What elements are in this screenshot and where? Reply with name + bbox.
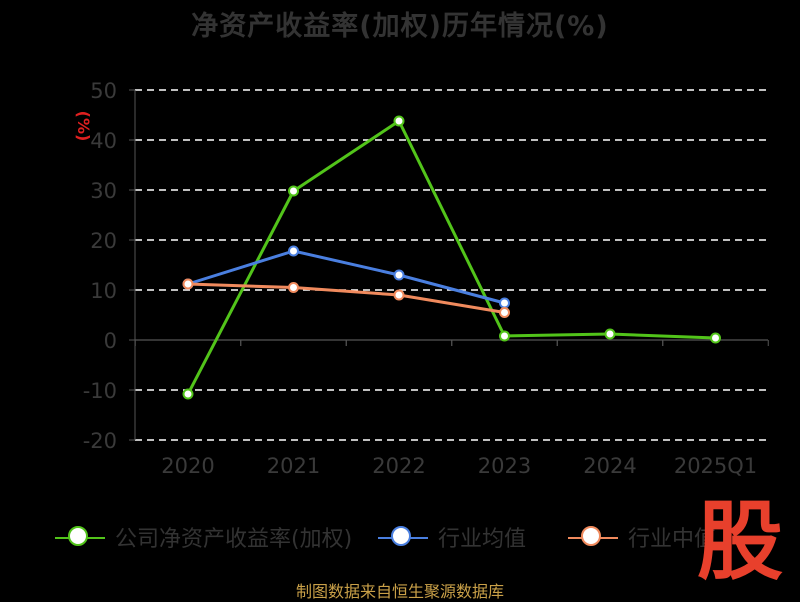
- series-2: [182, 278, 510, 318]
- data-point: [182, 278, 194, 290]
- legend-label: 公司净资产收益率(加权): [115, 527, 353, 552]
- brand-logo: 股: [697, 491, 783, 592]
- data-point: [604, 328, 616, 340]
- x-tick-label: 2025Q1: [674, 454, 757, 478]
- y-tick-label: 40: [90, 129, 117, 153]
- series-1: [182, 245, 510, 309]
- x-tick-label: 2023: [478, 454, 531, 478]
- x-tick-label: 2022: [372, 454, 425, 478]
- data-point: [182, 388, 194, 400]
- y-tick-label: 0: [104, 329, 117, 353]
- chart-title: 净资产收益率(加权)历年情况(%): [191, 11, 609, 42]
- y-tick-label: 20: [90, 229, 117, 253]
- grid-layer: [135, 89, 768, 441]
- data-point: [288, 282, 299, 293]
- legend-label: 行业中值: [628, 527, 717, 552]
- axis-layer: 50 40 30 20 10 0 -10 -20 2020 2021 2022 2023 2024 202…: [83, 79, 769, 478]
- series-line: [186, 119, 716, 395]
- legend: 公司净资产收益率(加权) 行业均值 行业中值: [0, 516, 800, 560]
- data-point: [499, 297, 510, 309]
- y-axis-label: (%): [74, 111, 93, 142]
- series-line: [187, 249, 505, 305]
- legend-marker-icon: [391, 526, 411, 546]
- x-tick-label: 2021: [267, 454, 320, 478]
- series-0: [182, 115, 721, 400]
- legend-label: 行业均值: [438, 527, 527, 552]
- legend-marker-icon: [581, 526, 601, 546]
- data-point: [499, 330, 510, 342]
- y-tick-label: -10: [83, 379, 117, 403]
- y-tick-label: 50: [90, 79, 117, 103]
- source-note: 制图数据来自恒生聚源数据库: [295, 582, 504, 601]
- data-point: [288, 245, 299, 257]
- series-line: [187, 282, 505, 314]
- y-tick-label: 30: [90, 179, 117, 203]
- y-tick-label: 10: [90, 279, 117, 303]
- data-point: [393, 289, 405, 301]
- x-tick-label: 2020: [161, 454, 214, 478]
- data-point: [710, 332, 721, 344]
- data-point: [288, 185, 299, 197]
- x-tick-label: 2024: [583, 454, 636, 478]
- data-point: [393, 269, 405, 281]
- data-point: [499, 307, 510, 318]
- legend-marker-icon: [68, 526, 88, 546]
- y-tick-label: -20: [83, 429, 117, 453]
- data-point: [393, 115, 405, 127]
- series-layer: [182, 115, 721, 400]
